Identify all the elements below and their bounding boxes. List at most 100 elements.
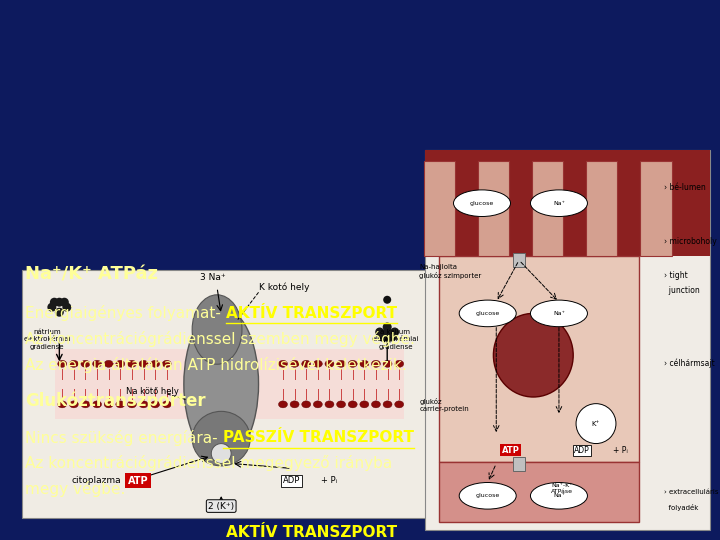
Ellipse shape bbox=[279, 401, 287, 408]
Ellipse shape bbox=[104, 401, 113, 408]
Circle shape bbox=[60, 298, 69, 307]
Text: PASSZÍV TRANSZPORT: PASSZÍV TRANSZPORT bbox=[222, 430, 414, 445]
Ellipse shape bbox=[58, 360, 67, 367]
Text: Na kötő hely: Na kötő hely bbox=[126, 387, 179, 396]
Ellipse shape bbox=[127, 401, 136, 408]
Circle shape bbox=[55, 308, 64, 316]
Text: ADP: ADP bbox=[574, 446, 590, 455]
Bar bbox=[532, 161, 563, 256]
Ellipse shape bbox=[81, 401, 90, 408]
Circle shape bbox=[576, 403, 616, 443]
Circle shape bbox=[390, 327, 399, 336]
Circle shape bbox=[211, 443, 231, 463]
Text: folyadék: folyadék bbox=[664, 504, 698, 511]
Ellipse shape bbox=[192, 411, 251, 466]
Ellipse shape bbox=[459, 300, 516, 327]
Ellipse shape bbox=[336, 360, 346, 367]
Text: glukóz
carrier-protein: glukóz carrier-protein bbox=[419, 397, 469, 411]
Ellipse shape bbox=[150, 360, 160, 367]
Text: glucose: glucose bbox=[470, 201, 494, 206]
Text: nátrium
elektrokémiai
grádiense: nátrium elektrokémiai grádiense bbox=[23, 329, 71, 350]
Ellipse shape bbox=[383, 401, 392, 408]
Circle shape bbox=[387, 333, 397, 341]
Ellipse shape bbox=[139, 360, 148, 367]
Circle shape bbox=[375, 327, 384, 336]
Ellipse shape bbox=[372, 401, 380, 408]
Ellipse shape bbox=[531, 300, 588, 327]
Text: megy végbe.: megy végbe. bbox=[25, 481, 125, 497]
Ellipse shape bbox=[325, 401, 334, 408]
Text: Na⁺: Na⁺ bbox=[553, 201, 565, 206]
Ellipse shape bbox=[104, 360, 113, 367]
Ellipse shape bbox=[325, 360, 334, 367]
Text: Az koncentrációgrádienssel szemben megy végbe.: Az koncentrációgrádienssel szemben megy … bbox=[25, 331, 415, 347]
Text: Na⁺-K⁺
ATPáse: Na⁺-K⁺ ATPáse bbox=[551, 483, 573, 494]
Text: Na⁺: Na⁺ bbox=[553, 494, 565, 498]
Ellipse shape bbox=[372, 360, 380, 367]
Ellipse shape bbox=[531, 483, 588, 509]
Ellipse shape bbox=[383, 360, 392, 367]
Bar bbox=[439, 462, 639, 522]
Bar bbox=[423, 161, 455, 256]
Text: glucose: glucose bbox=[476, 494, 500, 498]
Text: Na⁺/K⁺ ATPáz: Na⁺/K⁺ ATPáz bbox=[25, 266, 158, 284]
Text: Na-hajlolta
glukóz szimporter: Na-hajlolta glukóz szimporter bbox=[419, 265, 482, 279]
Text: › tight: › tight bbox=[664, 271, 688, 280]
Text: K⁺: K⁺ bbox=[592, 421, 600, 427]
Text: + Pᵢ: + Pᵢ bbox=[321, 476, 337, 485]
Text: K kotó hely: K kotó hely bbox=[258, 282, 309, 292]
Ellipse shape bbox=[459, 483, 516, 509]
Ellipse shape bbox=[348, 360, 357, 367]
Bar bbox=[425, 150, 710, 256]
Circle shape bbox=[383, 333, 392, 341]
Bar bbox=[513, 253, 525, 267]
Ellipse shape bbox=[360, 401, 369, 408]
Ellipse shape bbox=[81, 360, 90, 367]
Text: Nincs szükség energíára-: Nincs szükség energíára- bbox=[25, 429, 222, 445]
Ellipse shape bbox=[139, 401, 148, 408]
Ellipse shape bbox=[150, 401, 160, 408]
Text: a kálium
elektrokémiai
grádiense: a kálium elektrokémiai grádiense bbox=[372, 329, 419, 350]
Ellipse shape bbox=[116, 401, 125, 408]
Bar bbox=[478, 161, 509, 256]
Ellipse shape bbox=[192, 295, 242, 364]
Bar bbox=[640, 161, 672, 256]
Text: glucose: glucose bbox=[476, 311, 500, 316]
Circle shape bbox=[383, 322, 392, 332]
Text: Az energia általában ATP hidrolízisével keletkezik.: Az energia általában ATP hidrolízisével … bbox=[25, 357, 407, 373]
Ellipse shape bbox=[454, 190, 510, 217]
Text: Na⁺: Na⁺ bbox=[553, 311, 565, 316]
Circle shape bbox=[383, 296, 391, 304]
Ellipse shape bbox=[184, 307, 258, 461]
Bar bbox=[439, 256, 639, 462]
Ellipse shape bbox=[531, 190, 588, 217]
Text: AKTÍV TRANSZPORT: AKTÍV TRANSZPORT bbox=[226, 524, 397, 539]
Circle shape bbox=[48, 303, 56, 312]
Bar bbox=[586, 161, 617, 256]
Ellipse shape bbox=[360, 360, 369, 367]
Bar bbox=[55, 349, 404, 419]
Ellipse shape bbox=[162, 401, 171, 408]
Ellipse shape bbox=[279, 360, 287, 367]
Ellipse shape bbox=[69, 360, 78, 367]
Text: › microboholy: › microboholy bbox=[664, 237, 716, 246]
Text: Glukóztranszporter: Glukóztranszporter bbox=[25, 392, 206, 410]
Text: ADP: ADP bbox=[283, 476, 300, 485]
Circle shape bbox=[383, 327, 392, 336]
Text: + Pᵢ: + Pᵢ bbox=[613, 446, 628, 455]
Text: Az koncentrációgrádienssel megegyező irányba: Az koncentrációgrádienssel megegyező irá… bbox=[25, 455, 392, 471]
Bar bbox=[425, 150, 710, 530]
Ellipse shape bbox=[116, 360, 125, 367]
Bar bbox=[513, 456, 525, 470]
Ellipse shape bbox=[127, 360, 136, 367]
Text: ATP: ATP bbox=[502, 446, 519, 455]
Circle shape bbox=[63, 303, 71, 312]
Ellipse shape bbox=[395, 401, 404, 408]
Circle shape bbox=[55, 298, 64, 307]
Text: › bé-lumen: › bé-lumen bbox=[664, 184, 706, 192]
Circle shape bbox=[378, 333, 387, 341]
Ellipse shape bbox=[69, 401, 78, 408]
Text: 2 (K⁺): 2 (K⁺) bbox=[208, 502, 234, 510]
Ellipse shape bbox=[290, 360, 299, 367]
Text: 3 Na⁺: 3 Na⁺ bbox=[200, 273, 225, 282]
